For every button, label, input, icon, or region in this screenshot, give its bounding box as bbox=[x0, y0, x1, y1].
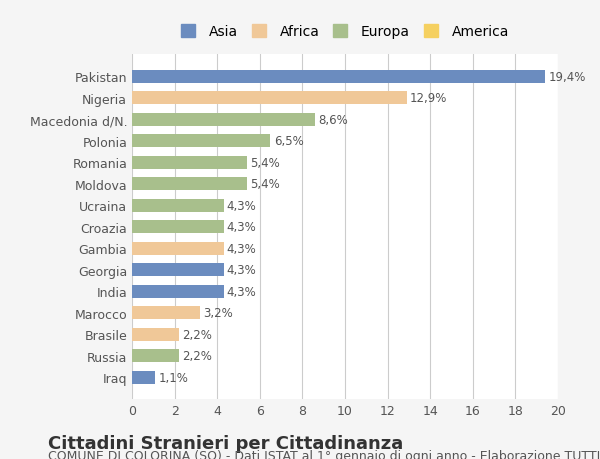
Bar bbox=[132, 92, 407, 105]
Bar bbox=[132, 135, 271, 148]
Bar bbox=[132, 307, 200, 319]
Text: Cittadini Stranieri per Cittadinanza: Cittadini Stranieri per Cittadinanza bbox=[48, 434, 403, 452]
Text: 2,2%: 2,2% bbox=[182, 349, 212, 362]
Text: 4,3%: 4,3% bbox=[227, 285, 257, 298]
Text: 1,1%: 1,1% bbox=[158, 371, 188, 384]
Legend: Asia, Africa, Europa, America: Asia, Africa, Europa, America bbox=[174, 17, 516, 46]
Bar bbox=[132, 113, 315, 127]
Text: 12,9%: 12,9% bbox=[410, 92, 448, 105]
Text: 6,5%: 6,5% bbox=[274, 135, 304, 148]
Bar bbox=[132, 178, 247, 191]
Text: 5,4%: 5,4% bbox=[250, 157, 280, 169]
Text: 5,4%: 5,4% bbox=[250, 178, 280, 191]
Bar bbox=[132, 71, 545, 84]
Text: 4,3%: 4,3% bbox=[227, 263, 257, 277]
Text: 4,3%: 4,3% bbox=[227, 199, 257, 212]
Bar bbox=[132, 328, 179, 341]
Bar bbox=[132, 242, 224, 255]
Bar bbox=[132, 199, 224, 212]
Bar bbox=[132, 285, 224, 298]
Text: 4,3%: 4,3% bbox=[227, 221, 257, 234]
Text: 4,3%: 4,3% bbox=[227, 242, 257, 255]
Bar bbox=[132, 221, 224, 234]
Bar bbox=[132, 263, 224, 276]
Text: COMUNE DI COLORINA (SO) - Dati ISTAT al 1° gennaio di ogni anno - Elaborazione T: COMUNE DI COLORINA (SO) - Dati ISTAT al … bbox=[48, 449, 600, 459]
Text: 3,2%: 3,2% bbox=[203, 307, 233, 319]
Bar bbox=[132, 349, 179, 362]
Text: 19,4%: 19,4% bbox=[548, 71, 586, 84]
Text: 8,6%: 8,6% bbox=[319, 113, 348, 127]
Bar bbox=[132, 371, 155, 384]
Bar bbox=[132, 157, 247, 169]
Text: 2,2%: 2,2% bbox=[182, 328, 212, 341]
